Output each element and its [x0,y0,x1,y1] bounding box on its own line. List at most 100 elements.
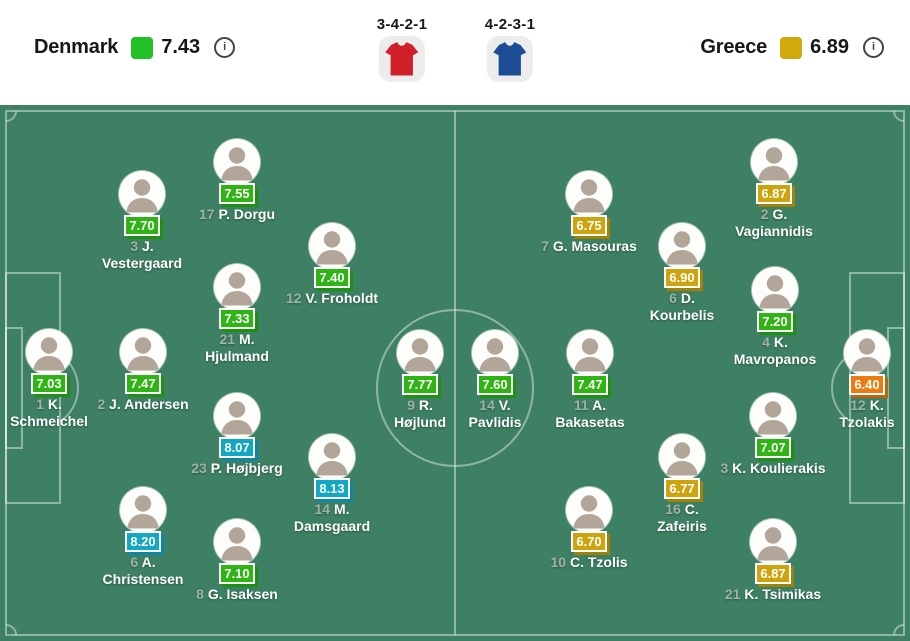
player-label: 10 C. Tzolis [550,554,628,570]
player-photo [566,171,612,217]
player-rating-badge: 7.47 [125,373,161,394]
player-home-1[interactable]: 7.03 1 K. Schmeichel [0,329,111,430]
player-label: 23 P. Højbjerg [191,460,283,476]
home-avg-rating-color-square [131,36,154,59]
player-silhouette-icon [214,264,260,310]
player-home-2[interactable]: 7.47 2 J. Andersen [81,329,205,413]
home-team-summary: Denmark 7.43 i [34,36,236,59]
player-away-11[interactable]: 7.47 11 A. Bakasetas [528,330,652,431]
player-label: 1 K. Schmeichel [10,396,88,429]
player-photo [752,267,798,313]
player-shirt-number: 9 [407,397,415,413]
player-silhouette-icon [751,139,797,185]
player-label: 2 J. Andersen [97,396,189,412]
home-jersey-icon [385,42,419,76]
pitch-markings [5,110,905,636]
player-home-8[interactable]: 7.10 8 G. Isaksen [175,519,299,603]
player-silhouette-icon [214,139,260,185]
player-home-17[interactable]: 7.55 17 P. Dorgu [175,139,299,223]
player-label: 7 G. Masouras [541,238,637,254]
player-home-12[interactable]: 7.40 12 V. Froholdt [270,223,394,307]
player-away-3[interactable]: 7.07 3 K. Koulierakis [711,393,835,477]
player-shirt-number: 12 [285,290,302,306]
player-shirt-number: 16 [665,501,681,517]
player-photo [214,519,260,565]
player-shirt-number: 2 [97,396,106,412]
home-avg-rating: 7.43 [161,36,201,58]
player-label: 17 P. Dorgu [199,206,275,222]
player-away-12[interactable]: 6.40 12 K. Tzolakis [805,330,910,431]
away-formation-block: 4-2-3-1 [485,16,535,82]
player-silhouette-icon [397,330,443,376]
player-away-14[interactable]: 7.60 14 V. Pavlidis [433,330,557,431]
player-silhouette-icon [309,434,355,480]
player-rating-badge: 7.55 [219,183,255,204]
player-label: 9 R. Højlund [393,397,447,430]
player-shirt-number: 4 [762,334,770,350]
player-silhouette-icon [309,223,355,269]
player-label: 3 K. Koulierakis [720,460,826,476]
player-home-3[interactable]: 7.70 3 J. Vestergaard [80,171,204,272]
player-label: 4 K. Mavropanos [733,334,817,367]
player-away-10[interactable]: 6.70 10 C. Tzolis [527,487,651,571]
player-rating-badge: 7.20 [757,311,793,332]
player-photo [120,487,166,533]
player-photo [472,330,518,376]
player-label: 21 M. Hjulmand [205,331,269,364]
player-rating-badge: 7.47 [572,374,608,395]
player-photo [309,223,355,269]
home-formation-block: 3-4-2-1 [377,16,427,82]
player-photo [750,519,796,565]
player-shirt-number: 14 [479,397,495,413]
player-home-9[interactable]: 7.77 9 R. Højlund [358,330,482,431]
player-shirt-number: 11 [573,397,589,413]
player-away-6[interactable]: 6.90 6 D. Kourbelis [620,223,744,324]
player-photo [214,264,260,310]
player-away-2[interactable]: 6.87 2 G. Vagiannidis [712,139,836,240]
player-label: 16 C. Zafeiris [657,501,707,534]
player-rating-badge: 6.75 [571,215,607,236]
player-photo [659,434,705,480]
player-rating-badge: 7.03 [31,373,67,394]
player-home-14[interactable]: 8.13 14 M. Damsgaard [270,434,394,535]
player-label: 14 V. Pavlidis [468,397,522,430]
player-rating-badge: 6.87 [755,563,791,584]
player-rating-badge: 7.10 [219,563,255,584]
player-home-23[interactable]: 8.07 23 P. Højbjerg [175,393,299,477]
player-photo [26,329,72,375]
away-avg-rating-color-square [780,36,803,59]
player-home-21[interactable]: 7.33 21 M. Hjulmand [175,264,299,365]
away-avg-rating: 6.89 [810,36,849,58]
player-home-6[interactable]: 8.20 6 A. Christensen [81,487,205,588]
player-away-21[interactable]: 6.87 21 K. Tsimikas [711,519,835,603]
player-rating-badge: 6.77 [664,478,700,499]
home-rating-info-icon[interactable]: i [214,37,236,58]
player-shirt-number: 21 [724,586,741,602]
player-photo [119,171,165,217]
player-photo [751,139,797,185]
player-rating-badge: 8.20 [125,531,161,552]
player-label: 6 A. Christensen [102,554,184,587]
player-silhouette-icon [659,223,705,269]
player-shirt-number: 1 [36,396,44,412]
player-silhouette-icon [659,434,705,480]
match-header: Denmark 7.43 i 3-4-2-1 4-2-3-1 Greece 6.… [0,0,910,105]
player-silhouette-icon [214,393,260,439]
player-photo [397,330,443,376]
player-rating-badge: 7.07 [755,437,791,458]
player-rating-badge: 8.07 [219,437,255,458]
player-silhouette-icon [120,329,166,375]
player-shirt-number: 6 [130,554,139,570]
player-silhouette-icon [26,329,72,375]
player-rating-badge: 7.70 [124,215,160,236]
player-shirt-number: 2 [760,206,769,222]
away-rating-info-icon[interactable]: i [863,37,884,58]
player-silhouette-icon [119,171,165,217]
player-label: 3 J. Vestergaard [101,238,183,271]
player-silhouette-icon [752,267,798,313]
player-away-7[interactable]: 6.75 7 G. Masouras [527,171,651,255]
player-away-4[interactable]: 7.20 4 K. Mavropanos [713,267,837,368]
player-away-16[interactable]: 6.77 16 C. Zafeiris [620,434,744,535]
player-shirt-number: 10 [550,554,567,570]
player-rating-badge: 7.77 [402,374,438,395]
